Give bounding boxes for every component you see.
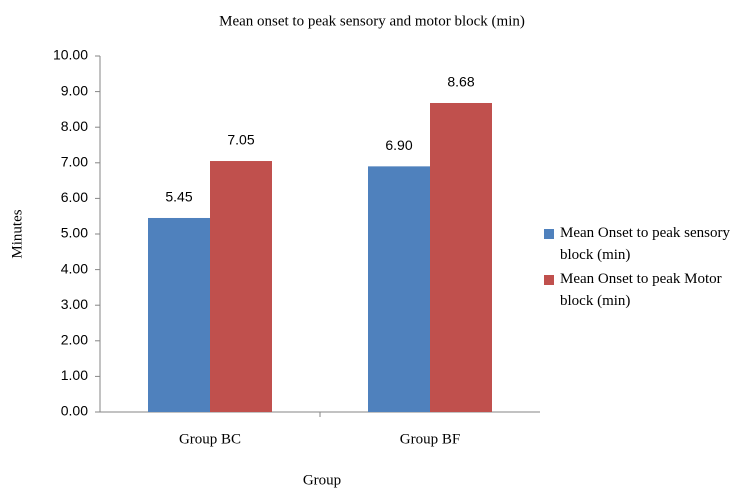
legend-label: Mean Onset to peak Motor block (min) — [560, 271, 722, 309]
chart-title: Mean onset to peak sensory and motor blo… — [219, 13, 525, 29]
y-tick-label: 1.00 — [61, 367, 88, 383]
y-tick-label: 5.00 — [61, 225, 88, 241]
x-tick-label: Group BC — [179, 431, 241, 447]
y-axis-label: Minutes — [9, 209, 25, 258]
bar — [210, 161, 272, 412]
bar — [368, 166, 430, 412]
y-tick-label: 8.00 — [61, 118, 88, 134]
y-tick-label: 0.00 — [61, 403, 88, 419]
legend-swatch — [544, 229, 554, 239]
y-tick-label: 3.00 — [61, 296, 88, 312]
bar — [148, 217, 210, 412]
data-label: 5.45 — [165, 189, 192, 205]
data-label: 7.05 — [227, 132, 254, 148]
legend-label: Mean Onset to peak sensory block (min) — [560, 225, 730, 263]
y-tick-label: 6.00 — [61, 189, 88, 205]
x-tick-label: Group BF — [400, 431, 460, 447]
legend-entry: Mean Onset to peak Motor block (min) — [560, 271, 722, 309]
y-tick-label: 2.00 — [61, 332, 88, 348]
y-tick-label: 10.00 — [53, 47, 88, 63]
y-tick-label: 4.00 — [61, 260, 88, 276]
data-label: 6.90 — [385, 137, 412, 153]
x-axis-label: Group — [303, 472, 341, 488]
data-label: 8.68 — [447, 74, 474, 90]
legend-swatch — [544, 275, 554, 285]
bar — [430, 102, 492, 412]
legend-entry: Mean Onset to peak sensory block (min) — [560, 225, 730, 263]
y-tick-label: 9.00 — [61, 82, 88, 98]
y-tick-label: 7.00 — [61, 154, 88, 170]
